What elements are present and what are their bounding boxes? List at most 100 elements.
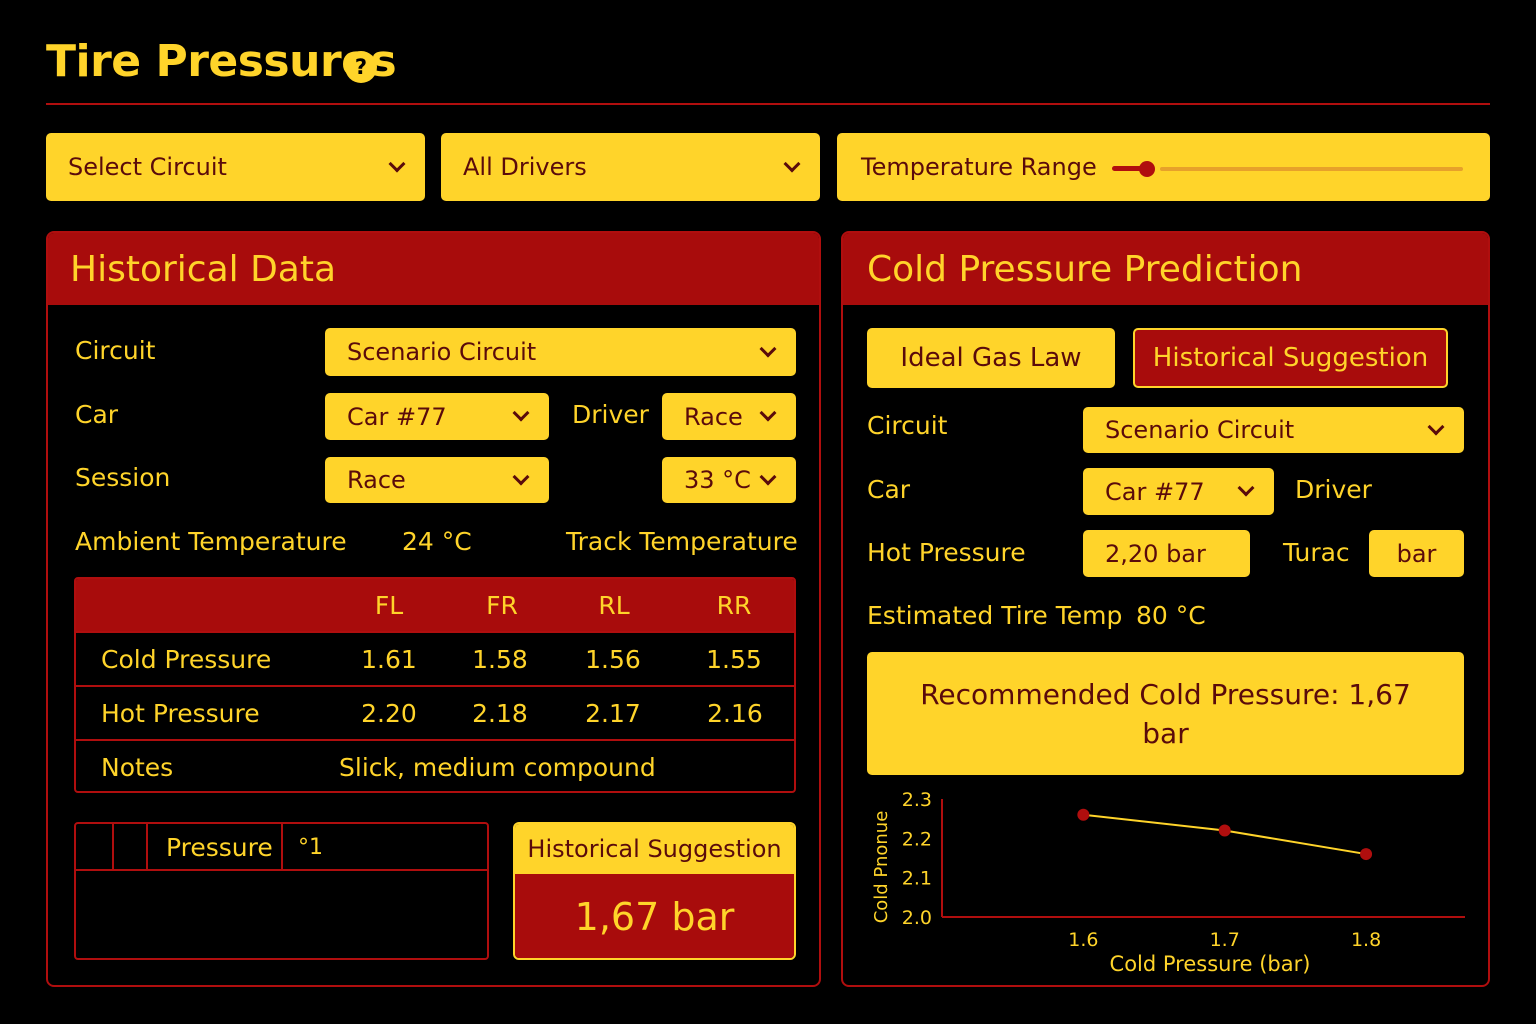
temperature-range-track[interactable]: [1160, 167, 1463, 171]
pressure-unit-select[interactable]: bar: [1369, 530, 1464, 577]
hot-pressure-value: 2,20 bar: [1105, 539, 1206, 568]
historical-car-value: Car #77: [347, 402, 447, 431]
table-row: Notes Slick, medium compound: [76, 739, 794, 791]
historical-session-dropdown[interactable]: Race: [325, 457, 549, 503]
prediction-circuit-dropdown[interactable]: Scenario Circuit: [1083, 407, 1464, 453]
hot-pressure-input[interactable]: 2,20 bar: [1083, 530, 1250, 577]
estimated-tire-temp-label: Estimated Tire Temp: [867, 601, 1123, 630]
recommended-cold-pressure: Recommended Cold Pressure: 1,67 bar: [867, 652, 1464, 775]
table-cell: 2.16: [707, 698, 763, 728]
y-axis-label: Cold Pnonue: [871, 811, 892, 924]
temperature-range-thumb[interactable]: [1139, 161, 1155, 177]
header-divider: [46, 103, 1490, 105]
drivers-filter-label: All Drivers: [463, 153, 587, 181]
table-cell: 2.18: [472, 698, 528, 728]
y-tick-labels: 2.3 2.2 2.1 2.0: [902, 789, 932, 929]
chevron-down-icon: [1237, 479, 1255, 497]
historical-car-dropdown[interactable]: Car #77: [325, 393, 549, 440]
temperature-range-label: Temperature Range: [861, 153, 1097, 181]
ambient-temperature-value: 24 °C: [402, 527, 472, 556]
y-tick-label: 2.3: [902, 789, 932, 811]
column-header-fl: FL: [374, 590, 404, 620]
cold-pressure-prediction-panel: Cold Pressure Prediction: [841, 231, 1490, 987]
temperature-range-fill: [1112, 166, 1147, 171]
column-divider: [146, 824, 148, 871]
historical-pressure-table: FL FR RL RR Cold Pressure 1.61 1.58 1.56…: [74, 577, 796, 793]
ambient-temperature-label: Ambient Temperature: [75, 527, 347, 556]
cold-pressure-prediction-title: Cold Pressure Prediction: [843, 233, 1488, 305]
chevron-down-icon: [759, 468, 777, 485]
circuit-label: Circuit: [75, 336, 156, 365]
data-point: [1077, 808, 1090, 821]
historical-session-value: Race: [347, 466, 406, 494]
table-header-row: FL FR RL RR: [76, 579, 794, 631]
hot-pressure-row-label: Hot Pressure: [101, 698, 260, 728]
estimated-tire-temp-value: 80 °C: [1136, 601, 1206, 630]
page-title: Tire Pressures: [46, 36, 397, 87]
drivers-filter-dropdown[interactable]: All Drivers: [441, 133, 820, 201]
historical-suggestion-label: Historical Suggestion: [515, 824, 794, 874]
y-tick-label: 2.2: [902, 828, 932, 850]
x-tick-label: 1.8: [1351, 929, 1381, 951]
table-cell: 1.55: [706, 644, 762, 674]
mini-table-header: Pressure °1: [76, 824, 487, 871]
chevron-down-icon: [512, 468, 530, 485]
historical-suggestion-card: Historical Suggestion 1,67 bar: [513, 822, 796, 960]
notes-value: Slick, medium compound: [339, 752, 656, 782]
historical-data-title: Historical Data: [48, 233, 819, 305]
prediction-circuit-label: Circuit: [867, 411, 948, 440]
prediction-car-dropdown[interactable]: Car #77: [1083, 468, 1274, 515]
historical-driver-dropdown[interactable]: Race: [662, 393, 796, 440]
table-cell: 2.20: [361, 698, 417, 728]
table-cell: 1.56: [585, 644, 641, 674]
chevron-down-icon: [759, 340, 777, 357]
y-tick-label: 2.0: [902, 907, 932, 929]
prediction-circuit-value: Scenario Circuit: [1105, 416, 1295, 444]
historical-suggestion-button[interactable]: Historical Suggestion: [1133, 328, 1448, 388]
mini-table-pressure-header: Pressure: [166, 833, 273, 862]
table-cell: 1.61: [361, 644, 417, 674]
turac-label: Turac: [1283, 538, 1350, 567]
prediction-car-label: Car: [867, 475, 911, 504]
x-tick-label: 1.7: [1210, 929, 1240, 951]
table-cell: 2.17: [585, 698, 641, 728]
x-tick-label: 1.6: [1068, 929, 1098, 951]
chevron-down-icon: [1427, 418, 1445, 435]
column-header-rl: RL: [598, 590, 630, 620]
mini-table-value-header: °1: [298, 835, 323, 860]
chevron-down-icon: [783, 155, 801, 172]
historical-driver-value: Race: [684, 402, 743, 431]
historical-temperature-value: 33 °C: [684, 466, 751, 494]
prediction-driver-label: Driver: [1295, 475, 1372, 504]
ideal-gas-law-button[interactable]: Ideal Gas Law: [867, 328, 1115, 388]
help-icon[interactable]: ?: [345, 51, 377, 83]
chevron-down-icon: [759, 404, 777, 422]
table-row: Cold Pressure 1.61 1.58 1.56 1.55: [76, 631, 794, 685]
historical-suggestion-value: 1,67 bar: [515, 874, 794, 958]
column-divider: [281, 824, 283, 871]
session-label: Session: [75, 463, 171, 492]
hot-pressure-label: Hot Pressure: [867, 538, 1026, 567]
table-row: Hot Pressure 2.20 2.18 2.17 2.16: [76, 685, 794, 739]
x-tick-labels: 1.6 1.7 1.8: [1068, 929, 1381, 951]
pressure-unit-value: bar: [1396, 539, 1437, 568]
table-cell: 1.58: [472, 644, 528, 674]
circuit-filter-label: Select Circuit: [68, 153, 227, 181]
data-point: [1360, 848, 1373, 861]
x-axis-label: Cold Pressure (bar): [1110, 952, 1311, 976]
y-tick-label: 2.1: [902, 868, 932, 890]
chevron-down-icon: [388, 155, 406, 172]
data-points: [1077, 808, 1373, 861]
data-point: [1218, 824, 1231, 837]
car-label: Car: [75, 400, 119, 429]
historical-temperature-dropdown[interactable]: 33 °C: [662, 457, 796, 503]
prediction-car-value: Car #77: [1105, 477, 1205, 506]
column-divider: [112, 824, 114, 871]
notes-row-label: Notes: [101, 752, 174, 782]
cold-pressure-chart: 2.3 2.2 2.1 2.0 1.6 1.7 1.8 Cold Pressure (ba…: [871, 789, 1465, 976]
chevron-down-icon: [512, 404, 530, 422]
historical-circuit-dropdown[interactable]: Scenario Circuit: [325, 328, 796, 376]
historical-circuit-value: Scenario Circuit: [347, 338, 537, 366]
driver-label: Driver: [572, 400, 649, 429]
circuit-filter-dropdown[interactable]: Select Circuit: [46, 133, 425, 201]
